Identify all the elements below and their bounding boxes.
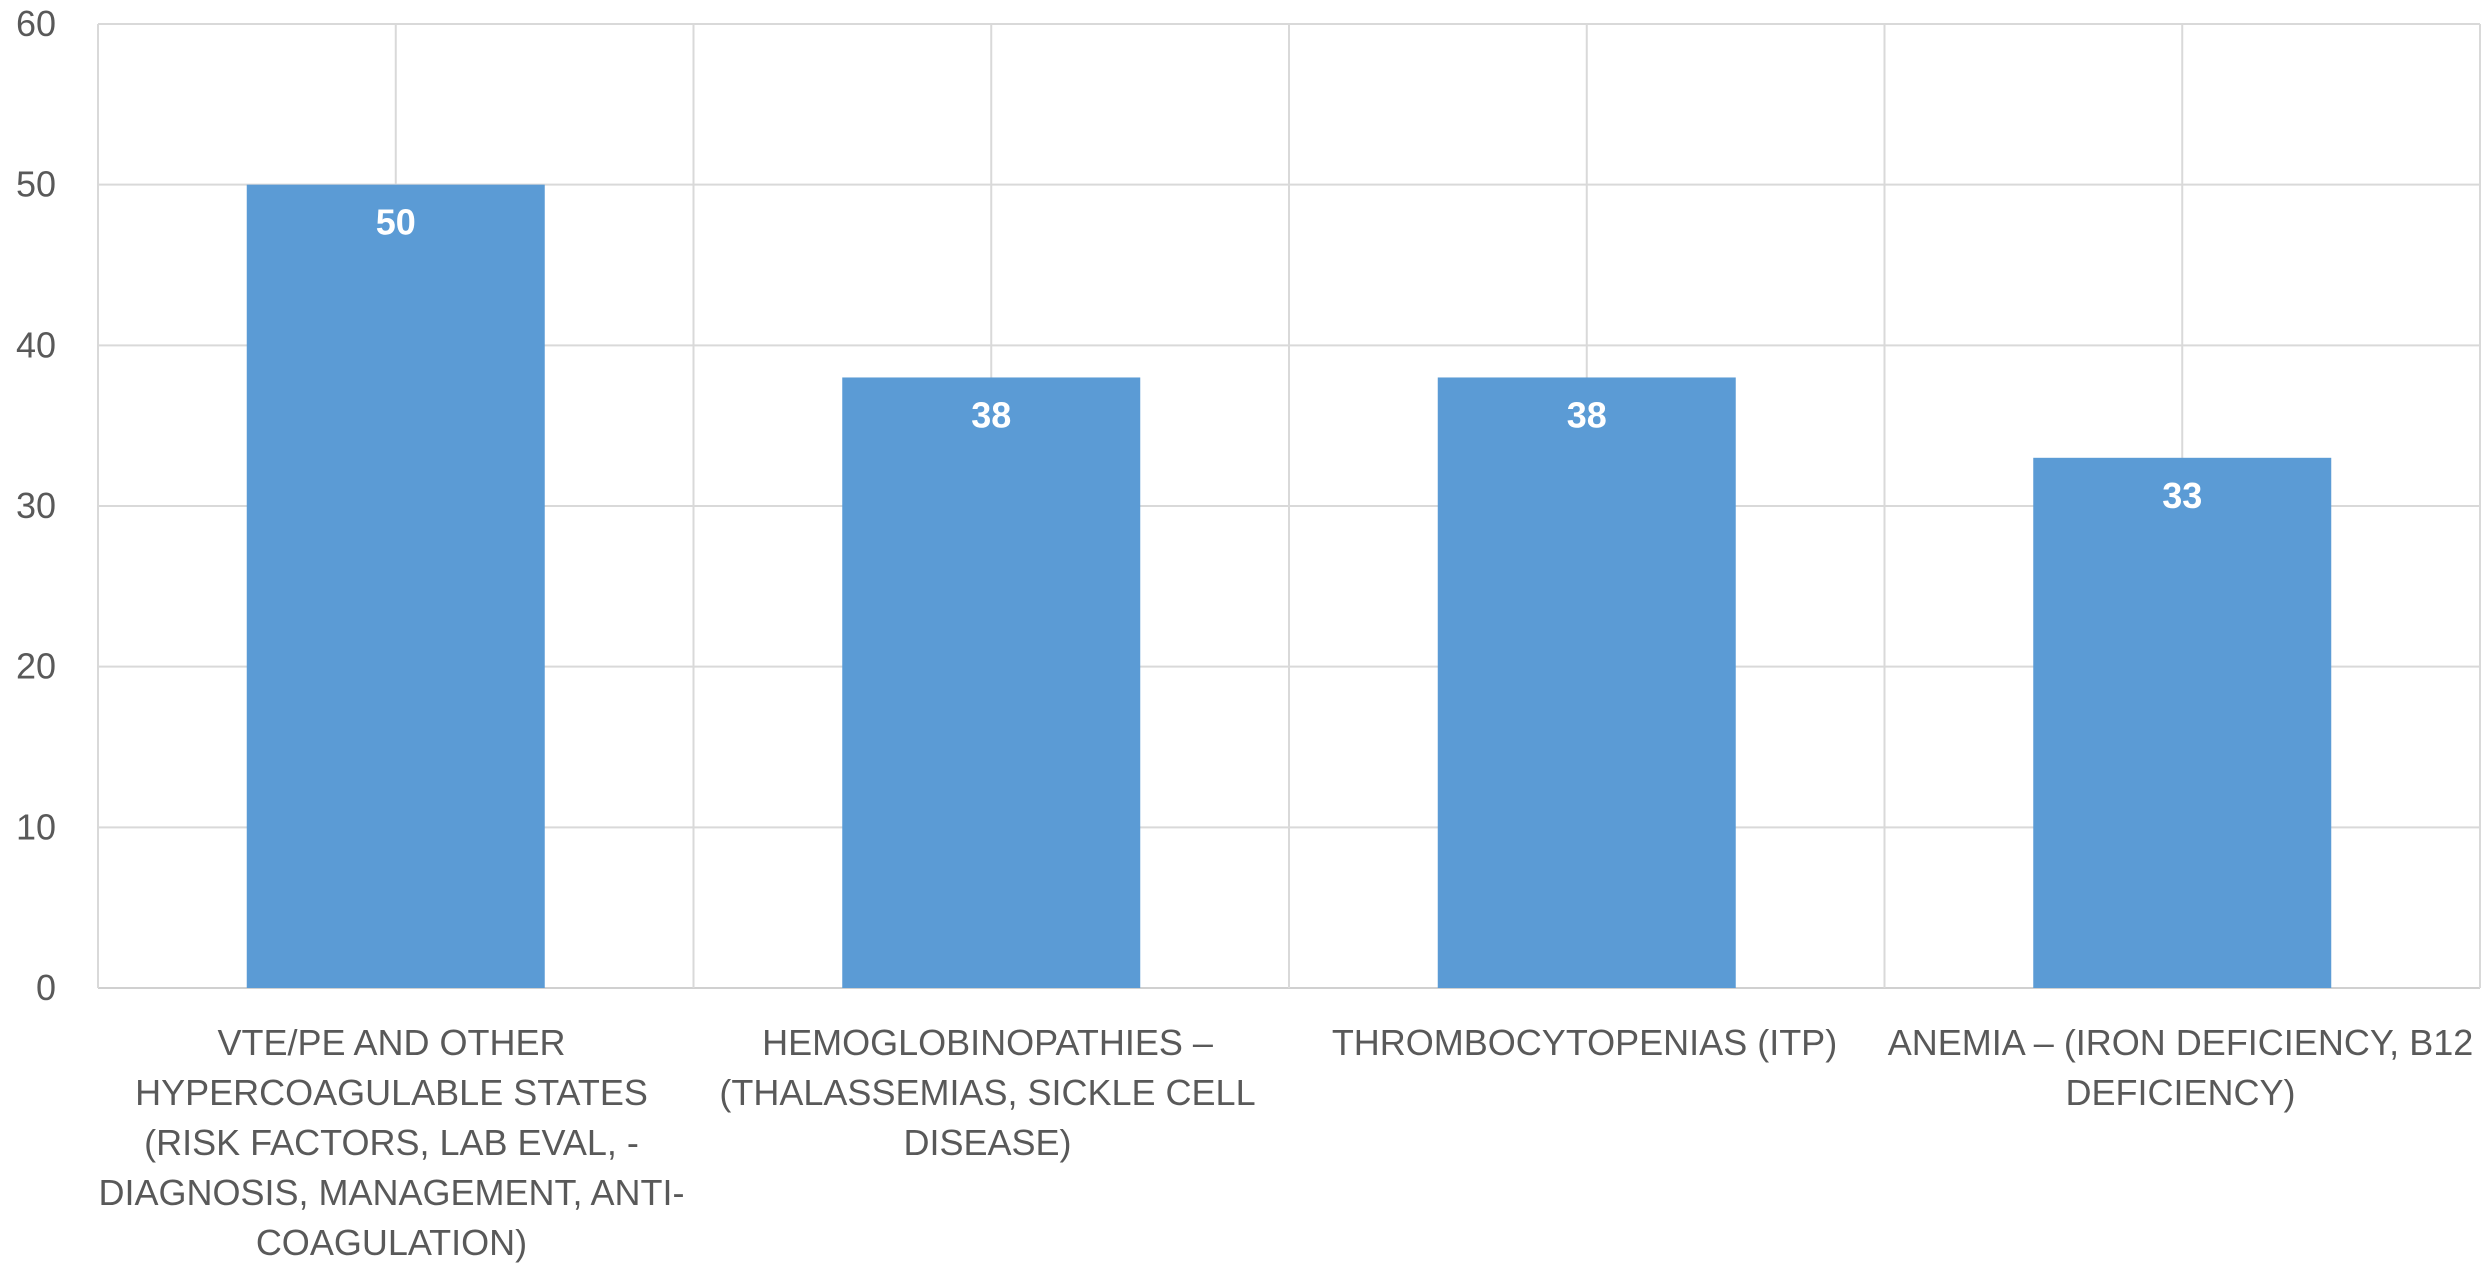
bar (2033, 457, 2332, 988)
data-label: 50 (376, 202, 416, 243)
data-label: 33 (2162, 475, 2202, 516)
y-tick-label: 50 (16, 164, 56, 205)
x-tick-label: ANEMIA – (IRON DEFICIENCY, B12 DEFICIENC… (1887, 1022, 2474, 1113)
x-tick-label: HEMOGLOBINOPATHIES – (THALASSEMIAS, SICK… (719, 1022, 1256, 1163)
y-tick-label: 40 (16, 324, 56, 365)
y-tick-label: 20 (16, 646, 56, 687)
y-tick-label: 30 (16, 485, 56, 526)
x-tick-label: THROMBOCYTOPENIAS (ITP) (1331, 1022, 1838, 1063)
data-label: 38 (971, 394, 1011, 435)
data-label: 38 (1567, 394, 1607, 435)
y-tick-label: 60 (16, 3, 56, 44)
y-tick-label: 10 (16, 806, 56, 847)
bar (246, 184, 545, 988)
bar (842, 377, 1141, 988)
x-tick-label: VTE/PE AND OTHER HYPERCOAGULABLE STATES … (98, 1022, 685, 1263)
y-tick-label: 0 (36, 967, 56, 1008)
bar (1437, 377, 1736, 988)
